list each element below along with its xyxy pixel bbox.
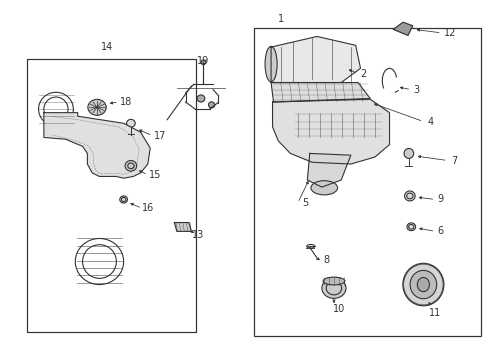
Polygon shape xyxy=(272,99,389,164)
Ellipse shape xyxy=(310,181,337,195)
Polygon shape xyxy=(270,36,360,82)
Polygon shape xyxy=(307,153,350,187)
Ellipse shape xyxy=(201,60,205,65)
Text: 8: 8 xyxy=(323,255,329,265)
Ellipse shape xyxy=(125,161,137,171)
Ellipse shape xyxy=(120,196,127,203)
Text: 5: 5 xyxy=(301,198,307,208)
Text: 3: 3 xyxy=(412,85,418,95)
Text: 9: 9 xyxy=(436,194,443,204)
Text: 6: 6 xyxy=(436,226,443,237)
Text: 15: 15 xyxy=(148,170,161,180)
Polygon shape xyxy=(393,22,412,35)
Text: 2: 2 xyxy=(359,69,366,79)
Ellipse shape xyxy=(403,148,413,158)
Text: 12: 12 xyxy=(443,28,455,38)
Ellipse shape xyxy=(126,120,135,127)
Text: 7: 7 xyxy=(451,156,457,166)
Text: 13: 13 xyxy=(192,230,204,240)
Polygon shape xyxy=(270,82,369,102)
Bar xyxy=(27,59,196,332)
Text: 4: 4 xyxy=(427,117,433,126)
Ellipse shape xyxy=(404,191,414,201)
Ellipse shape xyxy=(323,277,344,285)
Polygon shape xyxy=(44,113,150,178)
Bar xyxy=(254,28,480,336)
Text: 16: 16 xyxy=(142,203,154,213)
Ellipse shape xyxy=(409,270,436,299)
Text: 1: 1 xyxy=(277,14,283,24)
Ellipse shape xyxy=(402,263,443,306)
Polygon shape xyxy=(393,22,412,35)
Ellipse shape xyxy=(208,102,214,108)
Ellipse shape xyxy=(416,278,428,292)
Ellipse shape xyxy=(197,95,204,102)
Text: 19: 19 xyxy=(197,56,209,66)
Text: 18: 18 xyxy=(120,97,132,107)
Polygon shape xyxy=(174,222,191,231)
Ellipse shape xyxy=(264,46,277,82)
Text: 17: 17 xyxy=(153,131,166,141)
Text: 10: 10 xyxy=(332,304,344,314)
Ellipse shape xyxy=(406,223,415,231)
Text: 11: 11 xyxy=(428,308,441,318)
Ellipse shape xyxy=(88,99,106,115)
Text: 14: 14 xyxy=(101,42,113,52)
Ellipse shape xyxy=(321,278,346,298)
